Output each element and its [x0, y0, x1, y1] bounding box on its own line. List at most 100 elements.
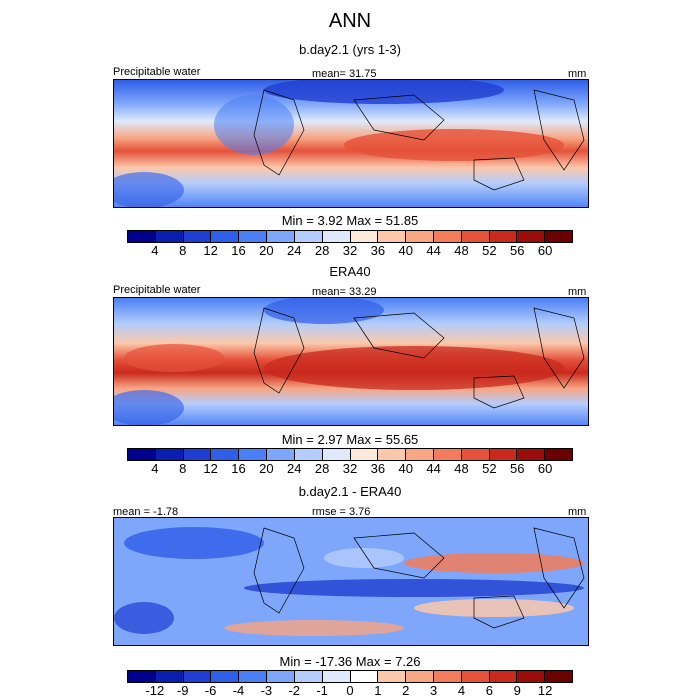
colorbar-tick-label: 40: [398, 243, 413, 258]
colorbar-swatch: [211, 671, 240, 682]
colorbar-swatch: [406, 449, 434, 460]
colorbar-swatch: [267, 231, 295, 242]
colorbar-swatch: [378, 449, 407, 460]
colorbar-swatch: [239, 449, 268, 460]
page-title: ANN: [328, 10, 372, 32]
panel2-variable-label: Precipitable water: [113, 284, 201, 296]
colorbar-tick-label: 60: [537, 243, 553, 258]
panel3-mean-label: mean = -1.78: [113, 506, 179, 518]
colorbar-swatch: [128, 231, 156, 242]
colorbar-swatch: [378, 671, 407, 682]
panel3-rmse-label: rmse = 3.76: [312, 506, 371, 518]
panel1-colorbar: [127, 230, 573, 243]
colorbar-swatch: [406, 671, 434, 682]
colorbar-tick-label: 40: [398, 461, 413, 476]
colorbar-tick-label: 16: [231, 461, 246, 476]
colorbar-swatch: [267, 449, 295, 460]
colorbar-swatch: [322, 671, 351, 682]
colorbar-swatch: [545, 449, 572, 460]
colorbar-swatch: [155, 231, 184, 242]
panel1-map: [113, 79, 589, 208]
colorbar-tick-label: 28: [314, 243, 330, 258]
panel3-colorbar: [127, 670, 573, 683]
panel1-units-label: mm: [568, 68, 587, 80]
colorbar-swatch: [517, 671, 546, 682]
colorbar-swatch: [211, 449, 240, 460]
colorbar-tick-label: 52: [482, 243, 497, 258]
colorbar-swatch: [128, 449, 156, 460]
colorbar-swatch: [211, 231, 240, 242]
colorbar-tick-label: 56: [510, 461, 525, 476]
colorbar-tick-label: 24: [287, 461, 302, 476]
colorbar-swatch: [461, 449, 490, 460]
colorbar-tick-label: 44: [426, 461, 441, 476]
colorbar-swatch: [378, 231, 407, 242]
colorbar-tick-label: 36: [370, 243, 386, 258]
panel2-subtitle: ERA40: [329, 264, 371, 279]
panel1-minmax: Min = 3.92 Max = 51.85: [281, 213, 419, 228]
colorbar-swatch: [294, 671, 323, 682]
colorbar-swatch: [155, 449, 184, 460]
colorbar-tick-label: 2: [402, 683, 410, 698]
colorbar-swatch: [489, 671, 518, 682]
colorbar-tick-label: 28: [314, 461, 330, 476]
colorbar-tick-label: 52: [482, 461, 497, 476]
panel1-colorbar-ticks: 4 8 12 16 20 24 28 32 36 40 44 48 52 56 60: [127, 243, 573, 259]
colorbar-swatch: [517, 449, 546, 460]
colorbar-tick-label: 20: [259, 243, 274, 258]
colorbar-swatch: [545, 671, 572, 682]
colorbar-tick-label: 20: [259, 461, 274, 476]
colorbar-tick-label: 16: [231, 243, 246, 258]
panel3-subtitle: b.day2.1 - ERA40: [298, 484, 402, 499]
colorbar-tick-label: 8: [179, 461, 187, 476]
colorbar-swatch: [239, 671, 268, 682]
colorbar-swatch: [239, 231, 268, 242]
colorbar-tick-label: 44: [426, 243, 441, 258]
colorbar-tick-label: 9: [513, 683, 521, 698]
panel2-map: [113, 297, 589, 426]
colorbar-swatch: [489, 449, 518, 460]
panel1-mean-label: mean= 31.75: [312, 68, 377, 80]
panel3-units-label: mm: [568, 506, 587, 518]
colorbar-tick-label: 48: [454, 243, 469, 258]
colorbar-swatch: [128, 671, 156, 682]
colorbar-swatch: [322, 231, 351, 242]
panel2-minmax: Min = 2.97 Max = 55.65: [281, 432, 419, 447]
colorbar-tick-label: -2: [288, 683, 301, 698]
colorbar-tick-label: 12: [537, 683, 553, 698]
colorbar-tick-label: -1: [316, 683, 328, 698]
colorbar-swatch: [350, 671, 379, 682]
colorbar-tick-label: 32: [342, 461, 358, 476]
colorbar-tick-label: 4: [457, 683, 466, 698]
colorbar-swatch: [461, 231, 490, 242]
panel3-colorbar-ticks: -12 -9 -6 -4 -3 -2 -1 0 1 2 3 4 6 9 12: [127, 683, 573, 699]
colorbar-tick-label: -6: [204, 683, 217, 698]
colorbar-tick-label: 24: [287, 243, 302, 258]
colorbar-swatch: [155, 671, 184, 682]
colorbar-swatch: [433, 449, 462, 460]
colorbar-swatch: [545, 231, 572, 242]
colorbar-tick-label: 12: [203, 243, 218, 258]
colorbar-swatch: [267, 671, 295, 682]
colorbar-swatch: [517, 231, 546, 242]
colorbar-tick-label: 6: [485, 683, 493, 698]
colorbar-swatch: [350, 449, 379, 460]
colorbar-tick-label: 4: [151, 243, 159, 258]
colorbar-tick-label: -9: [176, 683, 189, 698]
panel2-mean-label: mean= 33.29: [312, 286, 377, 298]
colorbar-tick-label: 48: [454, 461, 469, 476]
colorbar-swatch: [433, 671, 462, 682]
colorbar-swatch: [294, 231, 323, 242]
colorbar-tick-label: 36: [370, 461, 386, 476]
colorbar-swatch: [294, 449, 323, 460]
panel2-colorbar: [127, 448, 573, 461]
colorbar-swatch: [183, 231, 212, 242]
colorbar-tick-label: 4: [151, 461, 159, 476]
panel3-map: [113, 517, 589, 646]
panel1-variable-label: Precipitable water: [113, 66, 201, 78]
colorbar-tick-label: -12: [145, 683, 165, 698]
colorbar-swatch: [461, 671, 490, 682]
colorbar-swatch: [489, 231, 518, 242]
colorbar-tick-label: 56: [510, 243, 525, 258]
colorbar-tick-label: 8: [179, 243, 187, 258]
